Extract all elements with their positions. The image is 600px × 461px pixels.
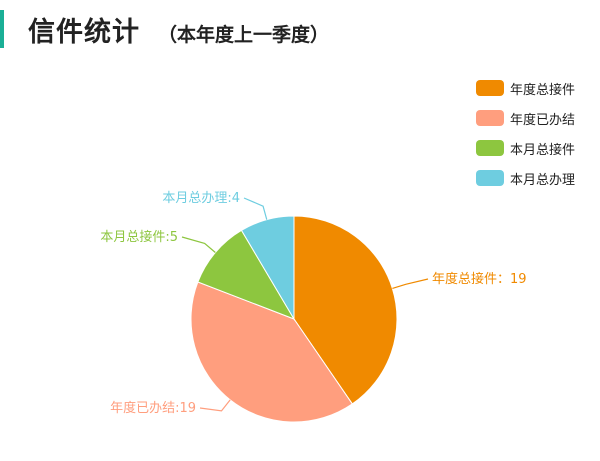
chart-legend: 年度总接件年度已办结本月总接件本月总办理 [476,76,575,196]
data-label: 本月总接件:5 [100,229,178,245]
pie-slice[interactable] [197,229,296,320]
page-subtitle: （本年度上一季度） [158,24,330,46]
pie-slice[interactable] [293,215,398,405]
pie-slice[interactable] [190,281,353,423]
header: 信件统计 （本年度上一季度） [0,0,600,60]
leader-line [199,399,231,412]
legend-swatch [476,80,504,96]
leader-line [392,278,429,290]
data-label: 本月总办理:4 [162,191,240,206]
page-title: 信件统计 [28,17,140,48]
legend-label: 年度已办结 [510,112,576,128]
legend-item[interactable]: 本月总接件 [476,136,575,160]
legend-label: 本月总办理 [510,172,576,188]
pie-slice[interactable] [240,215,295,321]
legend-item[interactable]: 年度总接件 [476,76,575,100]
legend-item[interactable]: 本月总办理 [476,166,575,190]
legend-swatch [476,110,504,126]
legend-label: 年度总接件 [510,82,576,98]
data-label: 年度已办结:19 [110,400,196,416]
legend-swatch [476,170,504,186]
legend-label: 本月总接件 [510,142,576,158]
data-label: 年度总接件：19 [432,271,527,287]
title-accent-bar [0,10,4,48]
leader-line [243,197,268,220]
legend-swatch [476,140,504,156]
leader-line [181,236,216,253]
legend-item[interactable]: 年度已办结 [476,106,575,130]
